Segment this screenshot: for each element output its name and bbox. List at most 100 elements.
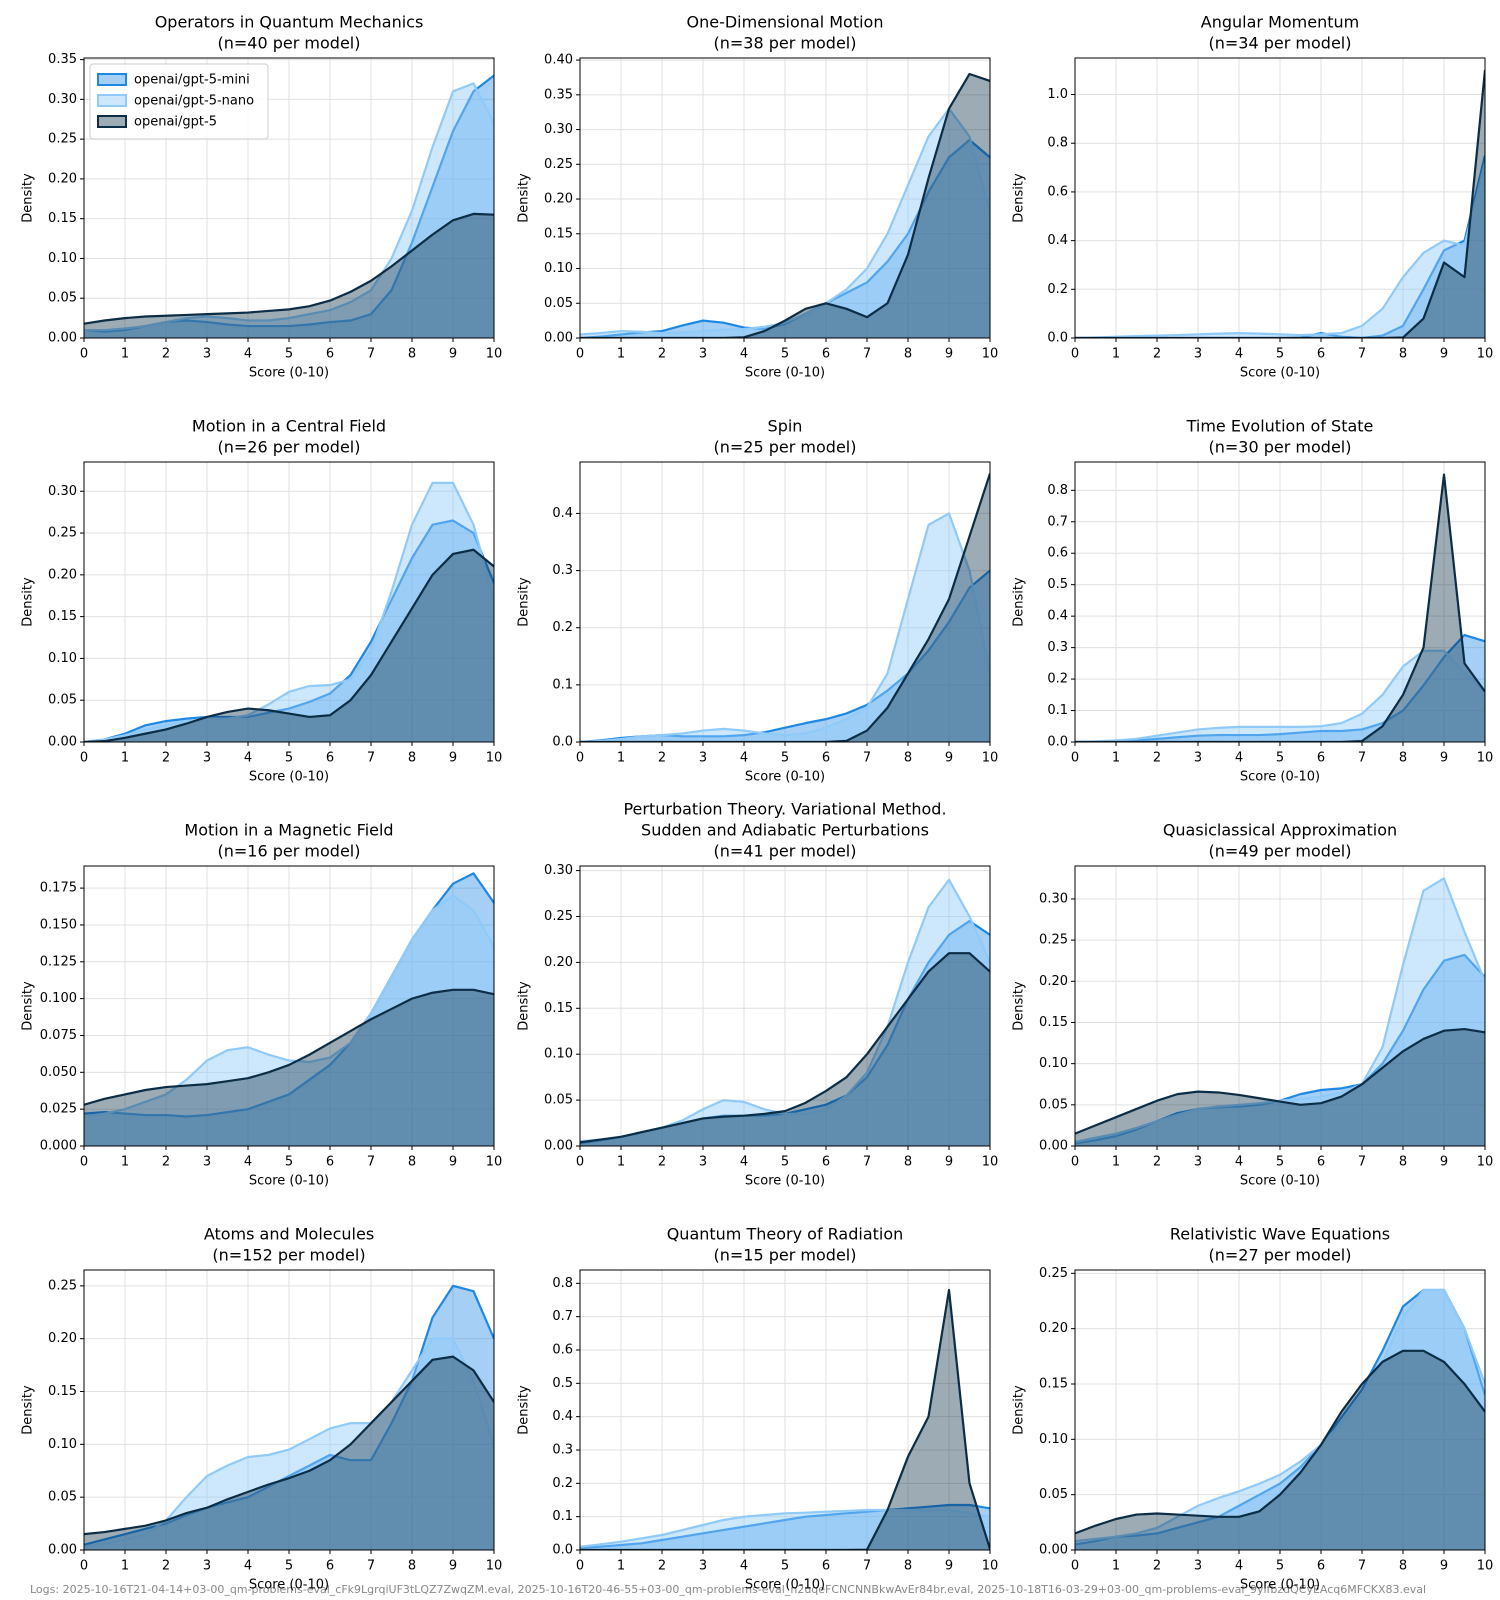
x-tick-label: 5	[781, 1155, 789, 1170]
x-tick-label: 5	[1276, 1155, 1284, 1170]
chart-title: (n=25 per model)	[714, 438, 857, 457]
x-tick-label: 2	[162, 1155, 170, 1170]
density-area	[84, 75, 494, 338]
y-tick-label: 0.20	[1039, 974, 1068, 989]
x-tick-label: 10	[982, 347, 999, 362]
chart-title: (n=27 per model)	[1209, 1246, 1352, 1265]
x-tick-label: 10	[982, 1559, 999, 1574]
density-area	[580, 108, 990, 338]
x-axis-label: Score (0-10)	[249, 1174, 329, 1189]
y-tick-label: 0.5	[1047, 577, 1068, 592]
density-line	[580, 473, 990, 742]
y-tick-label: 0.15	[48, 211, 77, 226]
y-tick-label: 0.5	[552, 1376, 573, 1391]
legend-swatch	[97, 94, 127, 107]
y-axis-label: Density	[517, 1385, 532, 1435]
chart-title: Sudden and Adiabatic Perturbations	[641, 821, 929, 840]
x-tick-label: 6	[1317, 751, 1325, 766]
legend-swatch	[97, 115, 127, 128]
chart-title: Operators in Quantum Mechanics	[155, 13, 424, 32]
plot-frame	[83, 865, 495, 1147]
x-tick-label: 6	[1317, 1155, 1325, 1170]
x-tick-label: 9	[1440, 1155, 1448, 1170]
y-tick-label: 0.05	[48, 291, 77, 306]
x-tick-label: 2	[1153, 1155, 1161, 1170]
x-tick-label: 8	[408, 751, 416, 766]
x-tick-label: 0	[576, 347, 584, 362]
plot-frame	[1074, 57, 1486, 339]
x-tick-label: 4	[740, 347, 748, 362]
x-tick-label: 4	[740, 1559, 748, 1574]
x-tick-label: 10	[982, 1155, 999, 1170]
x-tick-label: 8	[904, 751, 912, 766]
y-tick-label: 0.15	[48, 609, 77, 624]
y-tick-label: 0.6	[552, 1343, 573, 1358]
y-tick-label: 0.125	[40, 954, 77, 969]
y-tick-label: 0.30	[544, 122, 573, 137]
x-tick-label: 9	[945, 1155, 953, 1170]
x-tick-label: 7	[863, 347, 871, 362]
x-tick-label: 0	[576, 1559, 584, 1574]
x-tick-label: 2	[658, 347, 666, 362]
y-tick-label: 0.2	[1047, 282, 1068, 297]
y-tick-label: 0.30	[48, 484, 77, 499]
x-tick-label: 1	[121, 1155, 129, 1170]
density-line	[84, 481, 494, 742]
y-tick-label: 0.20	[48, 567, 77, 582]
x-tick-label: 5	[285, 1559, 293, 1574]
y-tick-label: 0.00	[1039, 1139, 1068, 1154]
x-tick-label: 1	[121, 347, 129, 362]
chart-title: One-Dimensional Motion	[687, 13, 884, 32]
chart-title: Motion in a Magnetic Field	[184, 821, 393, 840]
density-area	[1075, 1289, 1485, 1550]
y-tick-label: 0.10	[1039, 1056, 1068, 1071]
density-line	[580, 1503, 990, 1550]
x-tick-label: 3	[1194, 1559, 1202, 1574]
x-tick-label: 5	[1276, 1559, 1284, 1574]
density-line	[84, 894, 494, 1118]
x-tick-label: 1	[617, 751, 625, 766]
density-line	[84, 988, 494, 1106]
footer: Logs: 2025-10-16T21-04-14+03-00_qm-probl…	[30, 1583, 1426, 1596]
y-tick-label: 0.6	[1047, 184, 1068, 199]
legend-label: openai/gpt-5-nano	[134, 94, 254, 109]
x-tick-label: 8	[1399, 751, 1407, 766]
y-tick-label: 0.025	[40, 1102, 77, 1117]
x-axis-label: Score (0-10)	[1240, 366, 1320, 381]
x-axis-label: Score (0-10)	[745, 770, 825, 785]
x-tick-label: 8	[408, 347, 416, 362]
x-tick-label: 1	[1112, 1155, 1120, 1170]
x-tick-label: 7	[863, 1559, 871, 1574]
y-tick-label: 0.15	[544, 226, 573, 241]
y-tick-label: 0.4	[552, 506, 573, 521]
x-tick-label: 3	[1194, 1155, 1202, 1170]
y-axis-label: Density	[21, 1385, 36, 1435]
x-tick-label: 7	[1358, 1155, 1366, 1170]
chart-title: (n=26 per model)	[218, 438, 361, 457]
x-tick-label: 0	[1071, 1559, 1079, 1574]
x-tick-label: 1	[1112, 347, 1120, 362]
legend-label: openai/gpt-5-mini	[134, 73, 250, 88]
x-tick-label: 2	[162, 1559, 170, 1574]
x-tick-label: 3	[699, 1559, 707, 1574]
plot-frame	[83, 461, 495, 743]
y-tick-label: 0.10	[48, 651, 77, 666]
plot-frame	[579, 1269, 991, 1551]
x-tick-label: 10	[1477, 1559, 1494, 1574]
density-line	[1075, 155, 1485, 338]
density-line	[84, 82, 494, 332]
x-tick-label: 7	[367, 1559, 375, 1574]
y-tick-label: 0.00	[544, 331, 573, 346]
y-axis-label: Density	[1012, 981, 1027, 1031]
y-axis-label: Density	[21, 173, 36, 223]
x-tick-label: 8	[408, 1559, 416, 1574]
y-tick-label: 0.20	[1039, 1321, 1068, 1336]
x-tick-label: 7	[863, 751, 871, 766]
x-tick-label: 3	[203, 1559, 211, 1574]
x-tick-label: 1	[1112, 1559, 1120, 1574]
x-tick-label: 3	[699, 751, 707, 766]
y-axis-label: Density	[21, 577, 36, 627]
density-area	[84, 873, 494, 1146]
y-tick-label: 0.0	[552, 735, 573, 750]
chart-title: Quantum Theory of Radiation	[667, 1225, 904, 1244]
